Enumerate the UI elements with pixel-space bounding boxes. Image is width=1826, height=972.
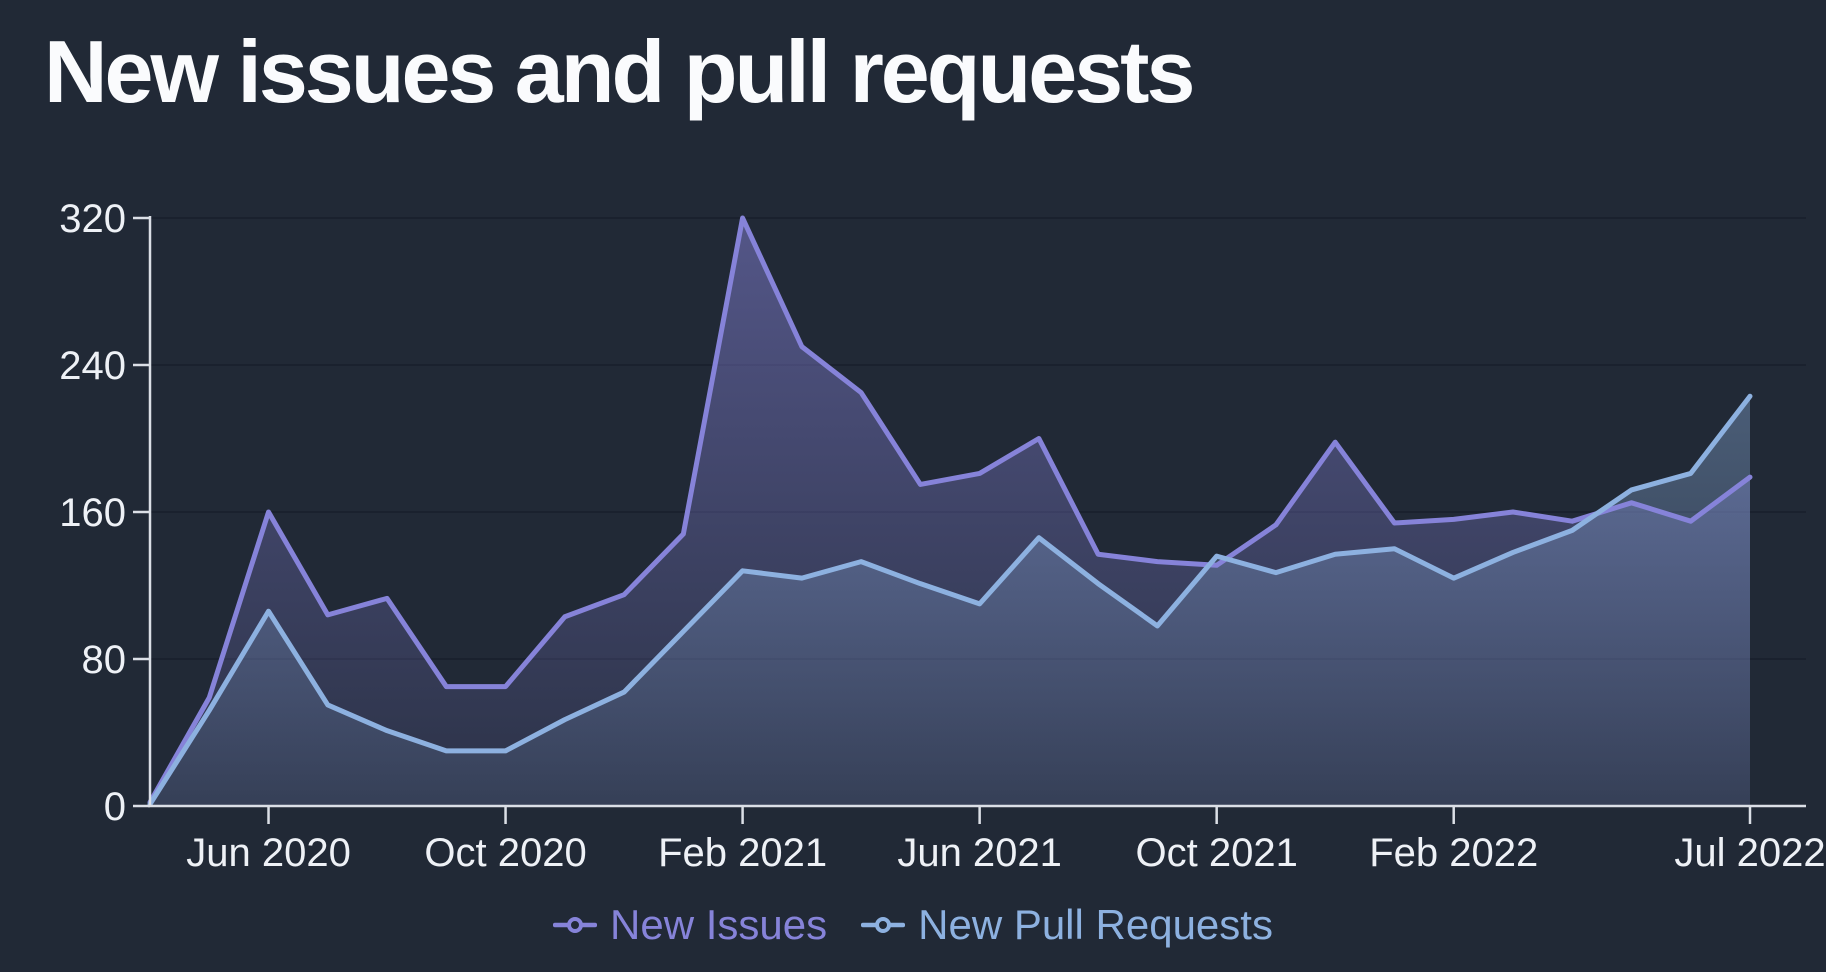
x-tick-label: Jun 2020 xyxy=(186,831,351,875)
legend-label: New Pull Requests xyxy=(918,901,1273,948)
x-tick-label: Jul 2022 xyxy=(1674,831,1825,875)
new-pull-requests-area xyxy=(150,396,1750,806)
page-title: New issues and pull requests xyxy=(44,22,1195,121)
legend-item-new-issues[interactable]: New Issues xyxy=(553,901,827,949)
y-tick-label: 160 xyxy=(59,491,126,535)
x-tick-label: Jun 2021 xyxy=(897,831,1062,875)
y-tick-label: 80 xyxy=(82,638,127,682)
legend-label: New Issues xyxy=(610,901,828,948)
y-tick-label: 240 xyxy=(59,344,126,388)
y-tick-label: 0 xyxy=(104,785,126,829)
x-tick-label: Feb 2022 xyxy=(1369,831,1538,875)
x-tick-label: Oct 2020 xyxy=(424,831,586,875)
new-pull-requests-line[interactable] xyxy=(147,393,1753,807)
x-tick-label: Oct 2021 xyxy=(1136,831,1298,875)
x-tick-label: Feb 2021 xyxy=(658,831,827,875)
y-tick-label: 320 xyxy=(59,197,126,241)
new-pull-requests-legend-marker-icon xyxy=(861,917,906,933)
legend: New Issues New Pull Requests xyxy=(0,899,1826,951)
legend-item-new-pull-requests[interactable]: New Pull Requests xyxy=(861,901,1273,949)
new-issues-legend-marker-icon xyxy=(553,917,598,933)
new-issues-line[interactable] xyxy=(147,215,1753,805)
